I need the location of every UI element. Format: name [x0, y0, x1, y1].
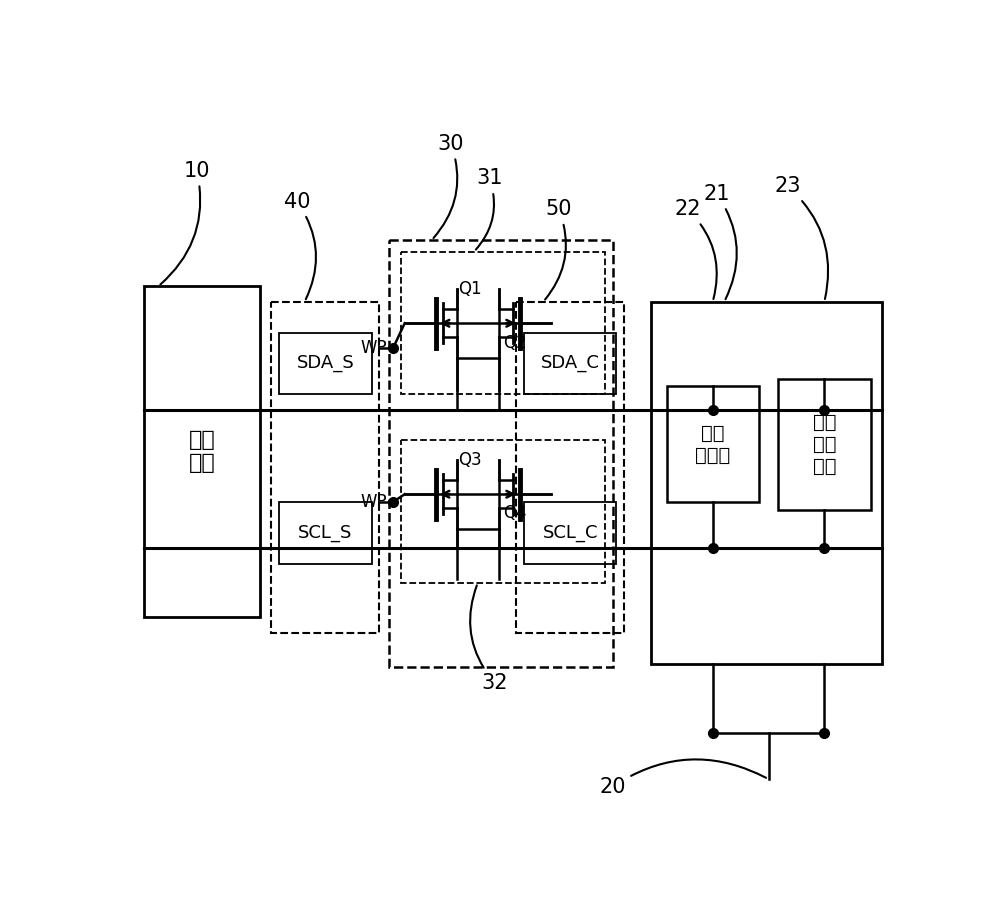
Text: 50: 50: [545, 199, 572, 299]
Text: 21: 21: [703, 184, 737, 299]
Text: SCL_S: SCL_S: [298, 523, 353, 541]
Text: 32: 32: [470, 585, 508, 693]
Bar: [401, 252, 605, 394]
Bar: [271, 302, 379, 632]
Text: 10: 10: [160, 161, 210, 285]
Text: 时序
控制器: 时序 控制器: [695, 424, 730, 465]
Text: 系统
芯片: 系统 芯片: [189, 430, 216, 473]
Text: 30: 30: [433, 134, 464, 238]
Bar: [524, 332, 616, 394]
Text: Q4: Q4: [503, 504, 526, 522]
Text: SDA_C: SDA_C: [541, 354, 600, 372]
Bar: [524, 502, 616, 563]
Text: 20: 20: [599, 760, 766, 797]
Text: SDA_S: SDA_S: [297, 354, 354, 372]
Bar: [279, 502, 372, 563]
Bar: [279, 332, 372, 394]
Text: 23: 23: [774, 177, 828, 299]
Bar: [389, 240, 613, 667]
Bar: [144, 287, 260, 617]
Text: Q1: Q1: [459, 279, 482, 298]
Bar: [516, 302, 624, 632]
Text: 40: 40: [284, 192, 316, 299]
Bar: [778, 379, 871, 510]
Text: 31: 31: [476, 168, 503, 249]
Text: Q3: Q3: [459, 450, 482, 469]
Text: Q2: Q2: [503, 333, 526, 351]
Text: SCL_C: SCL_C: [542, 523, 598, 541]
Bar: [666, 387, 759, 502]
Text: WP: WP: [360, 493, 387, 511]
Bar: [401, 440, 605, 582]
Text: 22: 22: [674, 199, 717, 299]
Text: 电源
管理
芯片: 电源 管理 芯片: [813, 412, 836, 476]
Text: WP: WP: [360, 339, 387, 357]
Bar: [651, 302, 882, 663]
